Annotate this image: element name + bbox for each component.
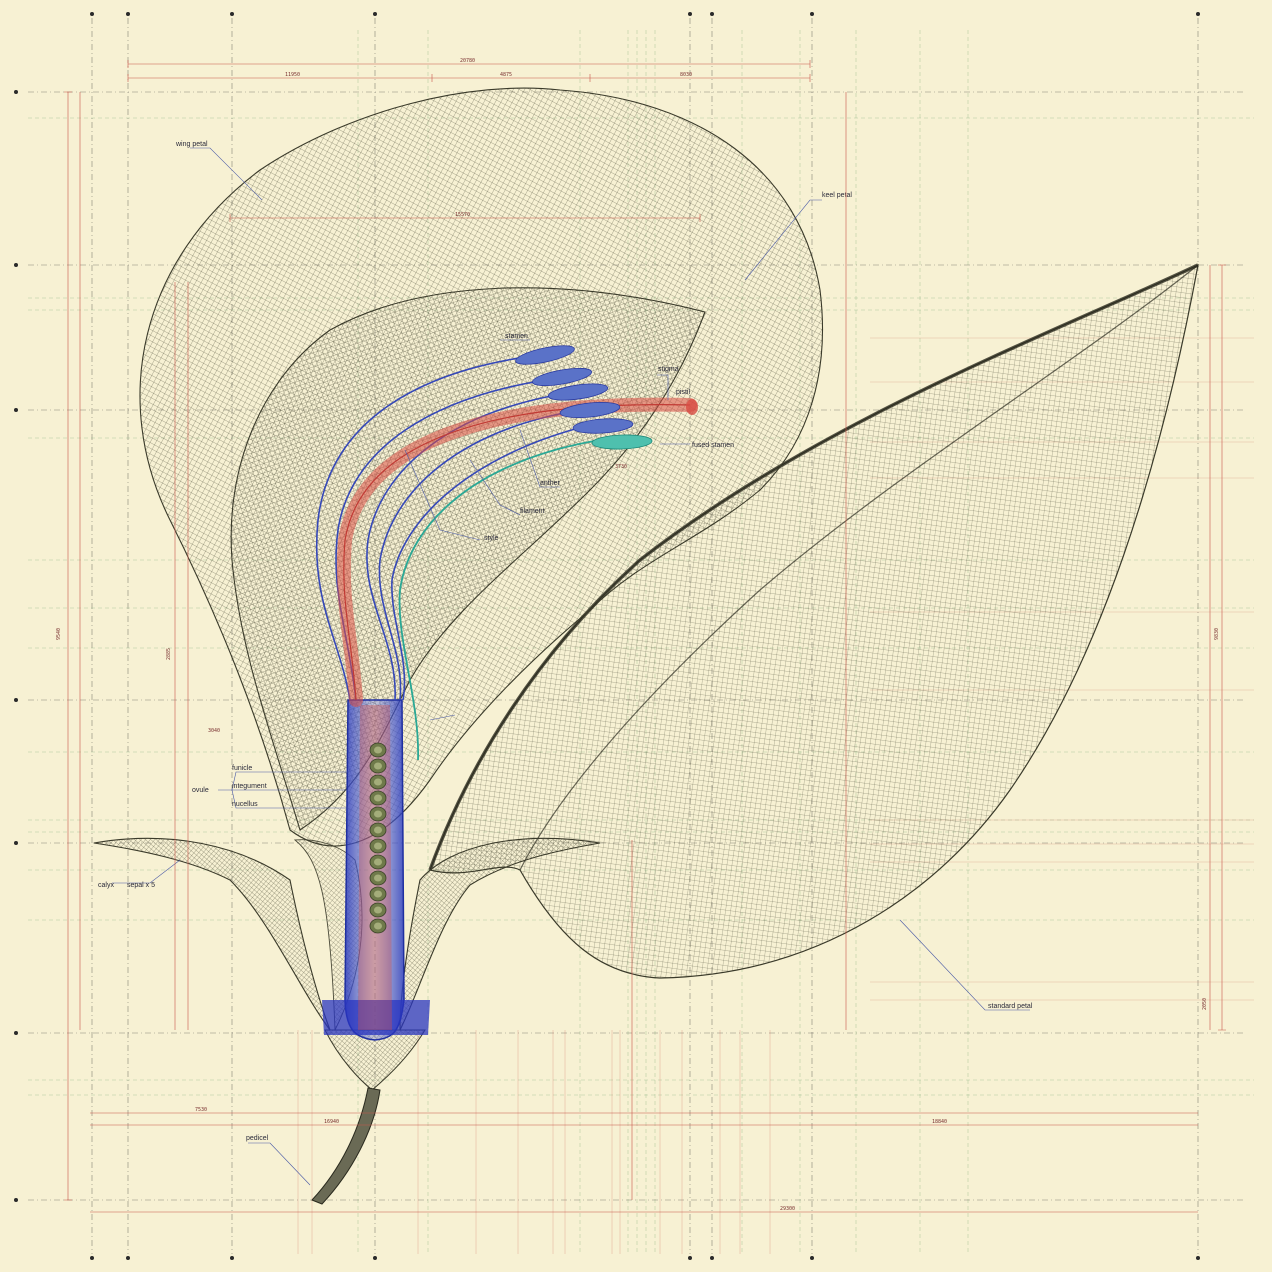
- calyx-label: calyx: [98, 882, 114, 889]
- stigma-label: stigma: [658, 366, 679, 373]
- nucellus: [374, 842, 382, 850]
- stamen-label: stamen: [505, 333, 528, 340]
- svg-text:15570: 15570: [455, 212, 470, 218]
- ovule-group: [369, 742, 387, 934]
- dimension-lines: [64, 60, 1226, 1213]
- pedicel: [311, 1087, 381, 1205]
- anther-label: anther: [540, 480, 561, 487]
- nucellus: [374, 810, 382, 818]
- svg-text:9540: 9540: [56, 628, 62, 640]
- fused-stamen-label: fused stamen: [692, 442, 734, 449]
- pedicel-label: pedicel: [246, 1135, 269, 1142]
- nucellus-label: nucellus: [232, 801, 258, 808]
- svg-text:11950: 11950: [285, 72, 300, 78]
- ovule-label: ovule: [192, 787, 209, 794]
- svg-text:4875: 4875: [500, 72, 512, 78]
- stigma: [686, 399, 698, 415]
- nucellus: [374, 794, 382, 802]
- svg-text:9830: 9830: [1214, 628, 1220, 640]
- integument-label: integument: [232, 783, 267, 790]
- svg-text:29300: 29300: [780, 1206, 795, 1212]
- pistil-label: pistil: [676, 389, 690, 396]
- svg-text:3040: 3040: [208, 728, 220, 734]
- annotations: [112, 147, 1030, 1186]
- svg-text:18840: 18840: [932, 1119, 947, 1125]
- svg-text:16940: 16940: [324, 1119, 339, 1125]
- nucellus: [374, 746, 382, 754]
- svg-text:2885: 2885: [166, 648, 172, 660]
- standard-petal-label: standard petal: [988, 1003, 1033, 1010]
- nucellus: [374, 922, 382, 930]
- nucellus: [374, 858, 382, 866]
- anthers: [515, 345, 653, 450]
- nucellus: [374, 778, 382, 786]
- pistil: [336, 397, 698, 707]
- nucellus: [374, 826, 382, 834]
- fused-stamen-filament: [398, 439, 601, 761]
- svg-text:8030: 8030: [680, 72, 692, 78]
- fused-stamen-anther: [591, 434, 653, 450]
- label-group: wing petal keel petal standard petal ped…: [98, 141, 1033, 1142]
- funicle-label: funicle: [232, 765, 252, 772]
- style-label: style: [484, 535, 499, 542]
- svg-text:2050: 2050: [1202, 998, 1208, 1010]
- svg-text:3730: 3730: [615, 464, 627, 470]
- nucellus: [374, 890, 382, 898]
- svg-text:7530: 7530: [195, 1107, 207, 1113]
- dimension-values: 20780 11950 4875 8030 15570 7530 16940 1…: [56, 58, 1220, 1212]
- svg-text:20780: 20780: [460, 58, 475, 64]
- nucellus: [374, 906, 382, 914]
- keel-petal-label: keel petal: [822, 192, 852, 199]
- filament-label: filament: [520, 508, 545, 515]
- wing-petal-label: wing petal: [175, 141, 208, 148]
- nucellus: [374, 762, 382, 770]
- sepal-label: sepal x 5: [127, 882, 155, 889]
- nucellus: [374, 874, 382, 882]
